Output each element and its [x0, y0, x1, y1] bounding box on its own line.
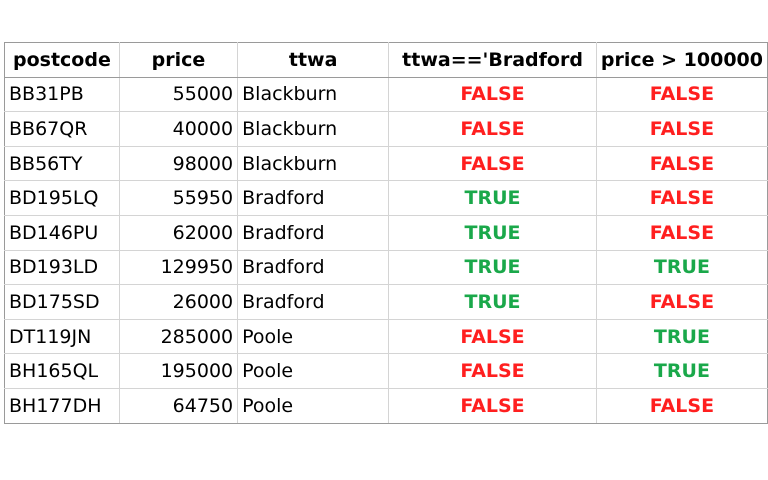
header-is-bradford[interactable]: ttwa=='Bradford	[388, 42, 597, 78]
over-100k-cell[interactable]: FALSE	[595, 111, 768, 147]
is-bradford-cell[interactable]: FALSE	[388, 145, 597, 182]
ttwa-cell[interactable]: Blackburn	[237, 111, 390, 147]
price-cell[interactable]: 195000	[118, 353, 239, 389]
is-bradford-cell[interactable]: TRUE	[388, 249, 597, 286]
postcode-cell[interactable]: BD195LQ	[4, 180, 120, 216]
price-cell[interactable]: 26000	[118, 284, 239, 320]
table-row: BB56TY 98000 Blackburn FALSE FALSE	[4, 145, 768, 182]
is-bradford-cell[interactable]: FALSE	[388, 111, 597, 147]
postcode-cell[interactable]: DT119JN	[4, 318, 120, 355]
is-bradford-cell[interactable]: FALSE	[388, 76, 597, 113]
price-cell[interactable]: 285000	[118, 318, 239, 355]
postcode-cell[interactable]: BB67QR	[4, 111, 120, 147]
is-bradford-cell[interactable]: TRUE	[388, 284, 597, 320]
ttwa-cell[interactable]: Blackburn	[237, 145, 390, 182]
postcode-cell[interactable]: BD175SD	[4, 284, 120, 320]
ttwa-cell[interactable]: Bradford	[237, 249, 390, 286]
price-cell[interactable]: 98000	[118, 145, 239, 182]
is-bradford-cell[interactable]: TRUE	[388, 214, 597, 251]
is-bradford-cell[interactable]: TRUE	[388, 180, 597, 216]
header-price[interactable]: price	[118, 42, 239, 78]
table-row: BD193LD 129950 Bradford TRUE TRUE	[4, 249, 768, 286]
price-cell[interactable]: 64750	[118, 387, 239, 424]
table-row: BD195LQ 55950 Bradford TRUE FALSE	[4, 180, 768, 216]
ttwa-cell[interactable]: Poole	[237, 387, 390, 424]
table-row: BB31PB 55000 Blackburn FALSE FALSE	[4, 76, 768, 113]
over-100k-cell[interactable]: FALSE	[595, 76, 768, 113]
over-100k-cell[interactable]: TRUE	[595, 318, 768, 355]
over-100k-cell[interactable]: FALSE	[595, 214, 768, 251]
header-row: postcode price ttwa ttwa=='Bradford pric…	[4, 42, 768, 78]
postcode-cell[interactable]: BD193LD	[4, 249, 120, 286]
over-100k-cell[interactable]: FALSE	[595, 387, 768, 424]
table-row: BD146PU 62000 Bradford TRUE FALSE	[4, 214, 768, 251]
header-ttwa[interactable]: ttwa	[237, 42, 390, 78]
postcode-cell[interactable]: BH165QL	[4, 353, 120, 389]
price-cell[interactable]: 55000	[118, 76, 239, 113]
is-bradford-cell[interactable]: FALSE	[388, 353, 597, 389]
is-bradford-cell[interactable]: FALSE	[388, 318, 597, 355]
header-postcode[interactable]: postcode	[4, 42, 120, 78]
price-cell[interactable]: 55950	[118, 180, 239, 216]
price-cell[interactable]: 62000	[118, 214, 239, 251]
ttwa-cell[interactable]: Bradford	[237, 214, 390, 251]
ttwa-cell[interactable]: Bradford	[237, 180, 390, 216]
spreadsheet-table: postcode price ttwa ttwa=='Bradford pric…	[4, 42, 768, 424]
table-row: BB67QR 40000 Blackburn FALSE FALSE	[4, 111, 768, 147]
table-row: BH165QL 195000 Poole FALSE TRUE	[4, 353, 768, 389]
postcode-cell[interactable]: BB56TY	[4, 145, 120, 182]
ttwa-cell[interactable]: Bradford	[237, 284, 390, 320]
ttwa-cell[interactable]: Blackburn	[237, 76, 390, 113]
postcode-cell[interactable]: BD146PU	[4, 214, 120, 251]
price-cell[interactable]: 40000	[118, 111, 239, 147]
over-100k-cell[interactable]: TRUE	[595, 353, 768, 389]
postcode-cell[interactable]: BB31PB	[4, 76, 120, 113]
is-bradford-cell[interactable]: FALSE	[388, 387, 597, 424]
price-cell[interactable]: 129950	[118, 249, 239, 286]
over-100k-cell[interactable]: FALSE	[595, 284, 768, 320]
table-row: BD175SD 26000 Bradford TRUE FALSE	[4, 284, 768, 320]
ttwa-cell[interactable]: Poole	[237, 318, 390, 355]
table-row: BH177DH 64750 Poole FALSE FALSE	[4, 387, 768, 424]
header-over-100k[interactable]: price > 100000	[595, 42, 768, 78]
over-100k-cell[interactable]: TRUE	[595, 249, 768, 286]
over-100k-cell[interactable]: FALSE	[595, 145, 768, 182]
ttwa-cell[interactable]: Poole	[237, 353, 390, 389]
table-row: DT119JN 285000 Poole FALSE TRUE	[4, 318, 768, 355]
over-100k-cell[interactable]: FALSE	[595, 180, 768, 216]
postcode-cell[interactable]: BH177DH	[4, 387, 120, 424]
